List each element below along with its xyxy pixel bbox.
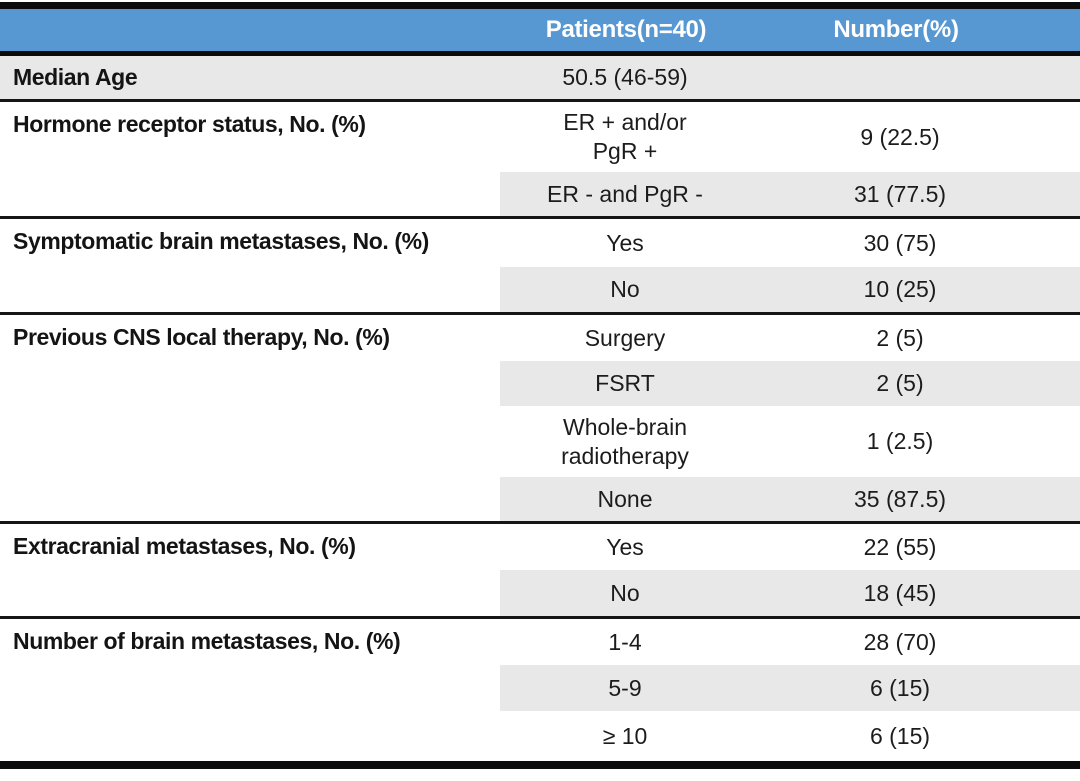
row-label: Extracranial metastases, No. (%) (13, 533, 356, 559)
cell-number-value: 2 (5) (876, 370, 924, 397)
cell-number-value: 1 (2.5) (866, 428, 934, 455)
cell-patients-value: Surgery (584, 324, 666, 351)
cell-patients-value: Whole-brain radiotherapy (561, 413, 689, 469)
table-row: No 18 (45) (500, 570, 1080, 616)
row-label: Number of brain metastases, No. (%) (13, 628, 401, 654)
cell-number-value: 18 (45) (863, 579, 937, 606)
cell-patients-value: ≥ 10 (602, 722, 648, 749)
section-hormone-receptor-status: Hormone receptor status, No. (%) ER + an… (0, 99, 1080, 216)
header-cell-patients: Patients(n=40) (545, 16, 707, 43)
cell-number-value: 31 (77.5) (853, 180, 947, 207)
cell-patients-value: Yes (606, 533, 644, 560)
header-cell-number: Number(%) (833, 16, 959, 43)
table-row: Surgery 2 (5) (500, 315, 1080, 361)
row-label: Symptomatic brain metastases, No. (%) (13, 228, 429, 254)
cell-patients-value: 5-9 (608, 674, 642, 701)
table-row: Whole-brain radiotherapy 1 (2.5) (500, 406, 1080, 477)
cell-number-value: 10 (25) (863, 276, 937, 303)
cell-number-value: 30 (75) (863, 229, 937, 256)
table-row: 50.5 (46-59) (500, 56, 1080, 99)
cell-patients-value: ER - and PgR - (547, 180, 703, 207)
table-row: 1-4 28 (70) (500, 619, 1080, 665)
cell-number-value: 6 (15) (869, 722, 931, 749)
section-median-age: Median Age 50.5 (46-59) (0, 56, 1080, 99)
table-row: ≥ 10 6 (15) (500, 711, 1080, 761)
cell-patients-value: None (597, 485, 653, 512)
cell-number-value: 6 (15) (869, 674, 931, 701)
cell-patients-value: No (610, 276, 640, 303)
section-extracranial-metastases: Extracranial metastases, No. (%) Yes 22 … (0, 521, 1080, 616)
cell-number-value: 22 (55) (863, 533, 937, 560)
section-number-of-brain-metastases: Number of brain metastases, No. (%) 1-4 … (0, 616, 1080, 761)
table-row: FSRT 2 (5) (500, 361, 1080, 406)
section-symptomatic-brain-metastases: Symptomatic brain metastases, No. (%) Ye… (0, 216, 1080, 312)
cell-patients-value: Yes (606, 229, 644, 256)
cell-number-value: 2 (5) (876, 324, 924, 351)
cell-patients-value: ER + and/or PgR + (563, 109, 687, 164)
cell-patients-value: 50.5 (46-59) (562, 64, 688, 91)
row-label: Hormone receptor status, No. (%) (13, 111, 366, 137)
table-row: None 35 (87.5) (500, 477, 1080, 521)
cell-number-value: 28 (70) (863, 628, 937, 655)
table-row: 5-9 6 (15) (500, 665, 1080, 711)
header-cell-empty (0, 9, 500, 51)
cell-number-value: 35 (87.5) (853, 485, 947, 512)
table-row: Yes 30 (75) (500, 219, 1080, 267)
cell-patients-value: No (610, 579, 640, 606)
table-bottom-rule (0, 761, 1080, 769)
table-row: ER + and/or PgR + 9 (22.5) (500, 102, 1080, 172)
cell-number-value (770, 56, 1080, 99)
row-label: Previous CNS local therapy, No. (%) (13, 324, 390, 350)
row-label: Median Age (13, 64, 138, 91)
table-top-rule (0, 2, 1080, 9)
table-row: ER - and PgR - 31 (77.5) (500, 172, 1080, 216)
section-previous-cns-local-therapy: Previous CNS local therapy, No. (%) Surg… (0, 312, 1080, 521)
table-header-row: Patients(n=40) Number(%) (0, 9, 1080, 56)
table-row: No 10 (25) (500, 267, 1080, 312)
cell-patients-value: FSRT (595, 370, 655, 397)
table-row: Yes 22 (55) (500, 524, 1080, 570)
cell-patients-value: 1-4 (608, 628, 642, 655)
cell-number-value: 9 (22.5) (860, 123, 940, 150)
